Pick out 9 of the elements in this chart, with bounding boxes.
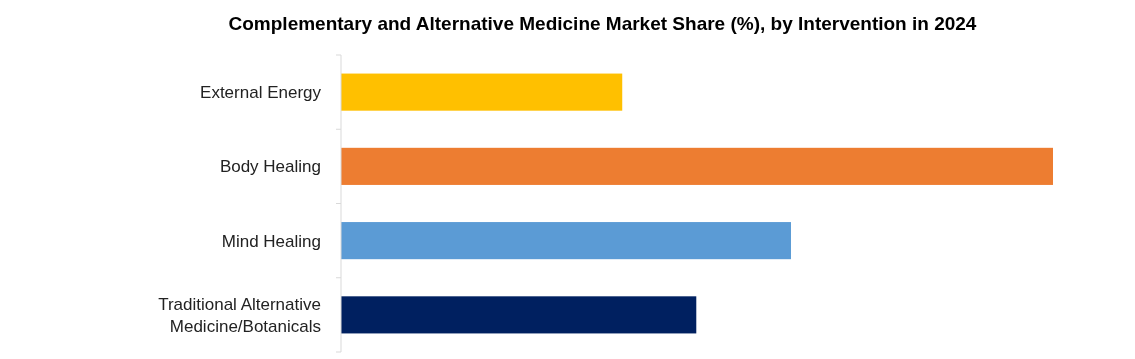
chart-title: Complementary and Alternative Medicine Market Share (%), by Intervention in 2024 [228, 13, 977, 34]
y-tick-label: Body Healing [219, 156, 321, 176]
y-tick-label: Traditional Alternative Medicine/Botanicals [158, 294, 321, 336]
y-tick-label: Mind Healing [221, 231, 321, 251]
y-tick-label: External Energy [200, 82, 322, 102]
bar [341, 222, 791, 260]
bar [341, 296, 697, 334]
bar [341, 73, 623, 111]
bar [341, 147, 1053, 185]
